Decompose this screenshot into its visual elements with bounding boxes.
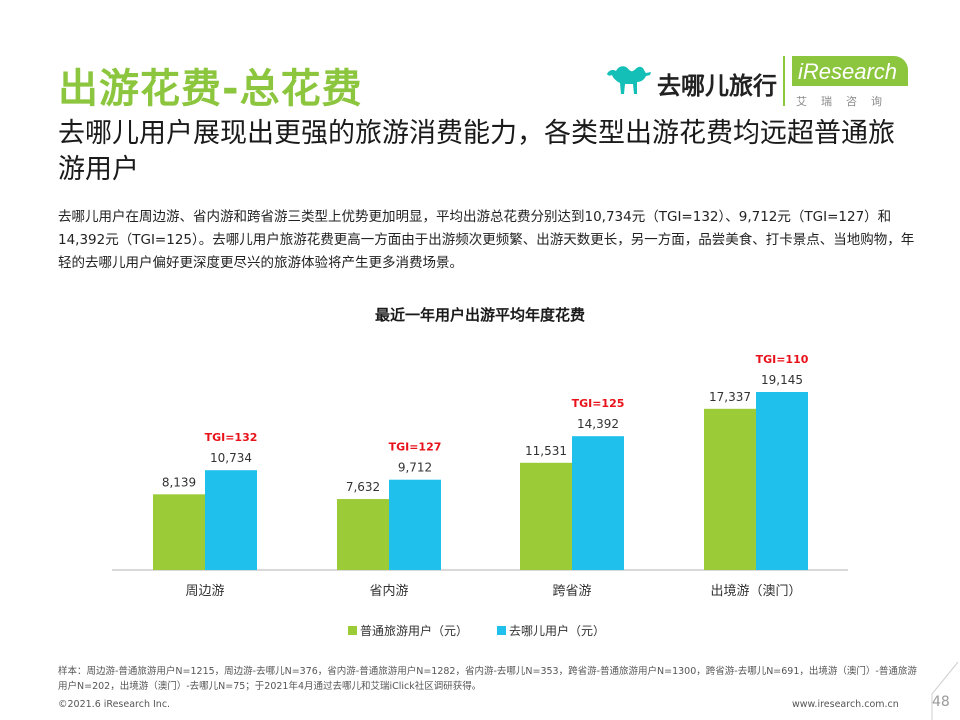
category-label-0: 周边游 <box>185 584 224 599</box>
tgi-label-1: TGI=127 <box>389 441 442 454</box>
value-label-regular-2: 11,531 <box>525 444 567 458</box>
bar-qunar-2 <box>572 436 624 570</box>
iresearch-logo-badge: iResearch <box>792 56 908 86</box>
chart-title: 最近一年用户出游平均年度花费 <box>375 306 585 324</box>
legend-swatch-1 <box>497 626 506 635</box>
legend-label-1: 去哪儿用户（元） <box>509 623 605 638</box>
website-text: www.iresearch.com.cn <box>792 699 899 710</box>
page-number: 48 <box>932 694 950 710</box>
value-label-qunar-3: 19,145 <box>761 373 803 387</box>
legend-label-0: 普通旅游用户（元） <box>360 623 468 638</box>
iresearch-logo: iResearch 艾瑞咨询 <box>792 54 922 110</box>
bar-qunar-0 <box>205 470 257 570</box>
bar-regular-1 <box>337 499 389 570</box>
page-corner-decoration <box>931 661 959 720</box>
tgi-label-2: TGI=125 <box>572 397 625 410</box>
qunar-logo: 去哪儿旅行 <box>603 58 783 102</box>
bar-qunar-3 <box>756 392 808 570</box>
category-label-1: 省内游 <box>369 583 408 599</box>
value-label-regular-1: 7,632 <box>346 480 380 494</box>
page-title: 出游花费-总花费 <box>58 66 363 112</box>
tgi-label-3: TGI=110 <box>756 353 809 366</box>
bar-regular-0 <box>153 494 205 570</box>
bar-qunar-1 <box>389 479 441 570</box>
chart-legend: 普通旅游用户（元） 去哪儿用户（元） <box>348 623 605 638</box>
bar-regular-2 <box>520 462 572 570</box>
bars-group: 8,139 10,734 TGI=132 周边游 7,632 9,712 TGI=127 省内… <box>153 353 809 599</box>
value-label-regular-3: 17,337 <box>709 390 751 404</box>
value-label-regular-0: 8,139 <box>162 475 196 489</box>
category-label-2: 跨省游 <box>552 584 591 599</box>
description-paragraph: 去哪儿用户在周边游、省内游和跨省游三类型上优势更加明显，平均出游总花费分别达到1… <box>58 209 915 271</box>
copyright-text: ©2021.6 iResearch Inc. <box>58 699 171 710</box>
legend-swatch-0 <box>348 626 357 635</box>
iresearch-logo-text: iResearch <box>798 59 898 84</box>
category-label-3: 出境游（澳门） <box>710 583 801 599</box>
value-label-qunar-2: 14,392 <box>577 417 619 431</box>
value-label-qunar-1: 9,712 <box>398 461 432 475</box>
page-subtitle: 去哪儿用户展现出更强的旅游消费能力，各类型出游花费均远超普通旅游用户 <box>58 118 895 185</box>
bar-regular-3 <box>704 408 756 570</box>
logo-divider <box>783 56 785 106</box>
camel-icon <box>607 66 651 94</box>
iresearch-logo-subtext: 艾瑞咨询 <box>796 95 896 108</box>
qunar-logo-text: 去哪儿旅行 <box>657 72 777 100</box>
tgi-label-0: TGI=132 <box>205 431 258 444</box>
sample-footnote: 样本：周边游-普通旅游用户N=1215，周边游-去哪儿N=376，省内游-普通旅… <box>58 666 917 692</box>
value-label-qunar-0: 10,734 <box>210 451 252 465</box>
